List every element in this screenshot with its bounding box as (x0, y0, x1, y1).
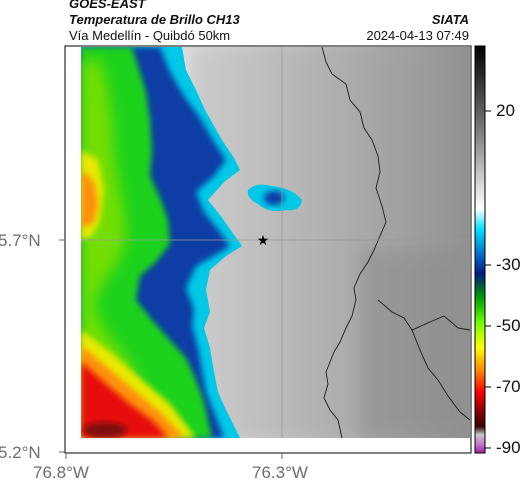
satellite-name: GOES-EAST (69, 0, 146, 11)
lon-tick-label: 76.8°W (33, 463, 89, 482)
lime-cloud-region (81, 60, 138, 378)
green-cloud-region (81, 47, 212, 438)
colorbar-tick-label: -70 (496, 377, 521, 396)
boundary-line (377, 299, 470, 331)
isolated-cloud-core (264, 191, 284, 205)
product-title: Temperatura de Brillo CH13 (69, 12, 240, 27)
boundary-line (321, 47, 387, 438)
colorbar-tick-label: -30 (496, 255, 521, 274)
boundary-line (411, 329, 470, 421)
cold-top-red (81, 362, 168, 438)
location-star-icon: ★ (257, 233, 270, 249)
lat-tick-label: 5.7°N (0, 231, 41, 250)
org-name: SIATA (431, 12, 469, 27)
orange-cloud-region (81, 170, 98, 228)
lon-tick-label: 76.3°W (252, 463, 308, 482)
coldest-core (83, 422, 127, 438)
satellite-image (81, 47, 470, 438)
colorbar (474, 45, 486, 454)
colorbar-tick-label: -90 (496, 438, 521, 457)
colorbar-tick-label: 20 (496, 101, 515, 120)
colorbar-tick-label: -50 (496, 316, 521, 335)
route-subtitle: Vía Medellín - Quibdó 50km (69, 28, 231, 43)
datetime-label: 2024-04-13 07:49 (366, 28, 469, 43)
lat-tick-label: 5.2°N (0, 443, 41, 462)
